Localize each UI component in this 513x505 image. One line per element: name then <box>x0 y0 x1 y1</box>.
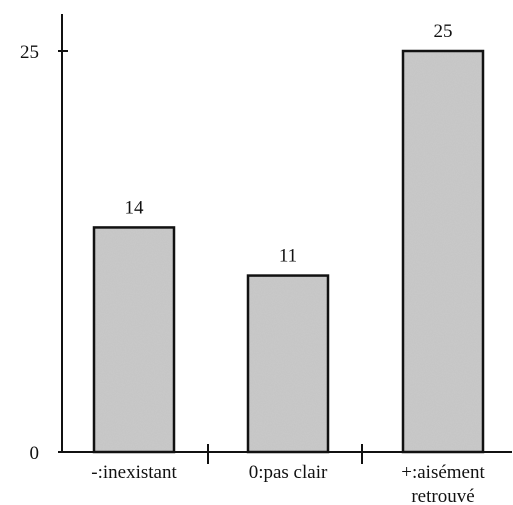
data-label-2: 25 <box>434 21 453 42</box>
bar-group-0 <box>92 226 176 454</box>
labels-layer: 0 25 14 -:inexistant 11 0:pas clair 25 +:aiséme… <box>20 21 485 505</box>
bar-texture-2 <box>403 51 483 452</box>
category-label-1: 0:pas clair <box>249 462 328 483</box>
bar-group-1 <box>246 274 330 454</box>
bar-texture-0 <box>94 227 174 452</box>
category-label-2-line-0: +:aisément <box>401 462 485 483</box>
y-tick-label-0: 0 <box>30 443 40 464</box>
y-tick-label-1: 25 <box>20 42 39 63</box>
data-label-1: 11 <box>279 246 297 267</box>
data-label-0: 14 <box>125 197 145 218</box>
bar-group-2 <box>401 49 485 454</box>
bars-layer <box>92 49 485 454</box>
bar-texture-1 <box>248 275 328 452</box>
category-label-0: -:inexistant <box>91 462 177 483</box>
category-label-2-line-1: retrouvé <box>411 486 474 505</box>
ticks-layer <box>58 50 363 464</box>
